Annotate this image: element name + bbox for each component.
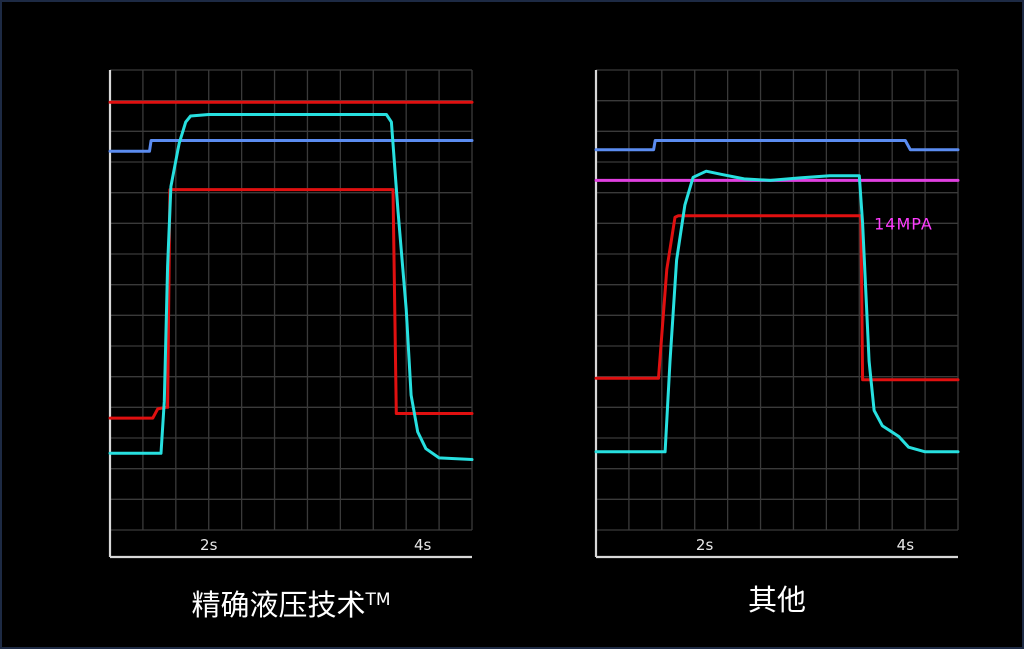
chart-title-precise-hydraulic: 精确液压技术TM xyxy=(110,578,472,622)
grid xyxy=(596,69,959,531)
chart-title-text: 其他 xyxy=(747,583,806,617)
series-line xyxy=(108,139,474,153)
chart-title-other: 其他 xyxy=(596,578,958,622)
pressure-annotation: 14MPA xyxy=(874,214,933,233)
x-tick-label: 2s xyxy=(696,536,714,554)
series-line xyxy=(594,139,960,152)
series-line xyxy=(594,214,960,382)
trademark-mark: TM xyxy=(365,590,391,610)
chart-precise-hydraulic: 2s 4s xyxy=(108,69,474,559)
series-line xyxy=(594,169,960,454)
x-tick-label: 4s xyxy=(414,536,432,554)
series-line xyxy=(108,113,474,461)
x-tick-label: 2s xyxy=(200,536,218,554)
chart-title-text: 精确液压技术 xyxy=(191,588,366,622)
chart-other: 2s 4s 14MPA xyxy=(594,69,960,559)
series-line xyxy=(108,188,474,420)
x-tick-label: 4s xyxy=(897,536,915,554)
